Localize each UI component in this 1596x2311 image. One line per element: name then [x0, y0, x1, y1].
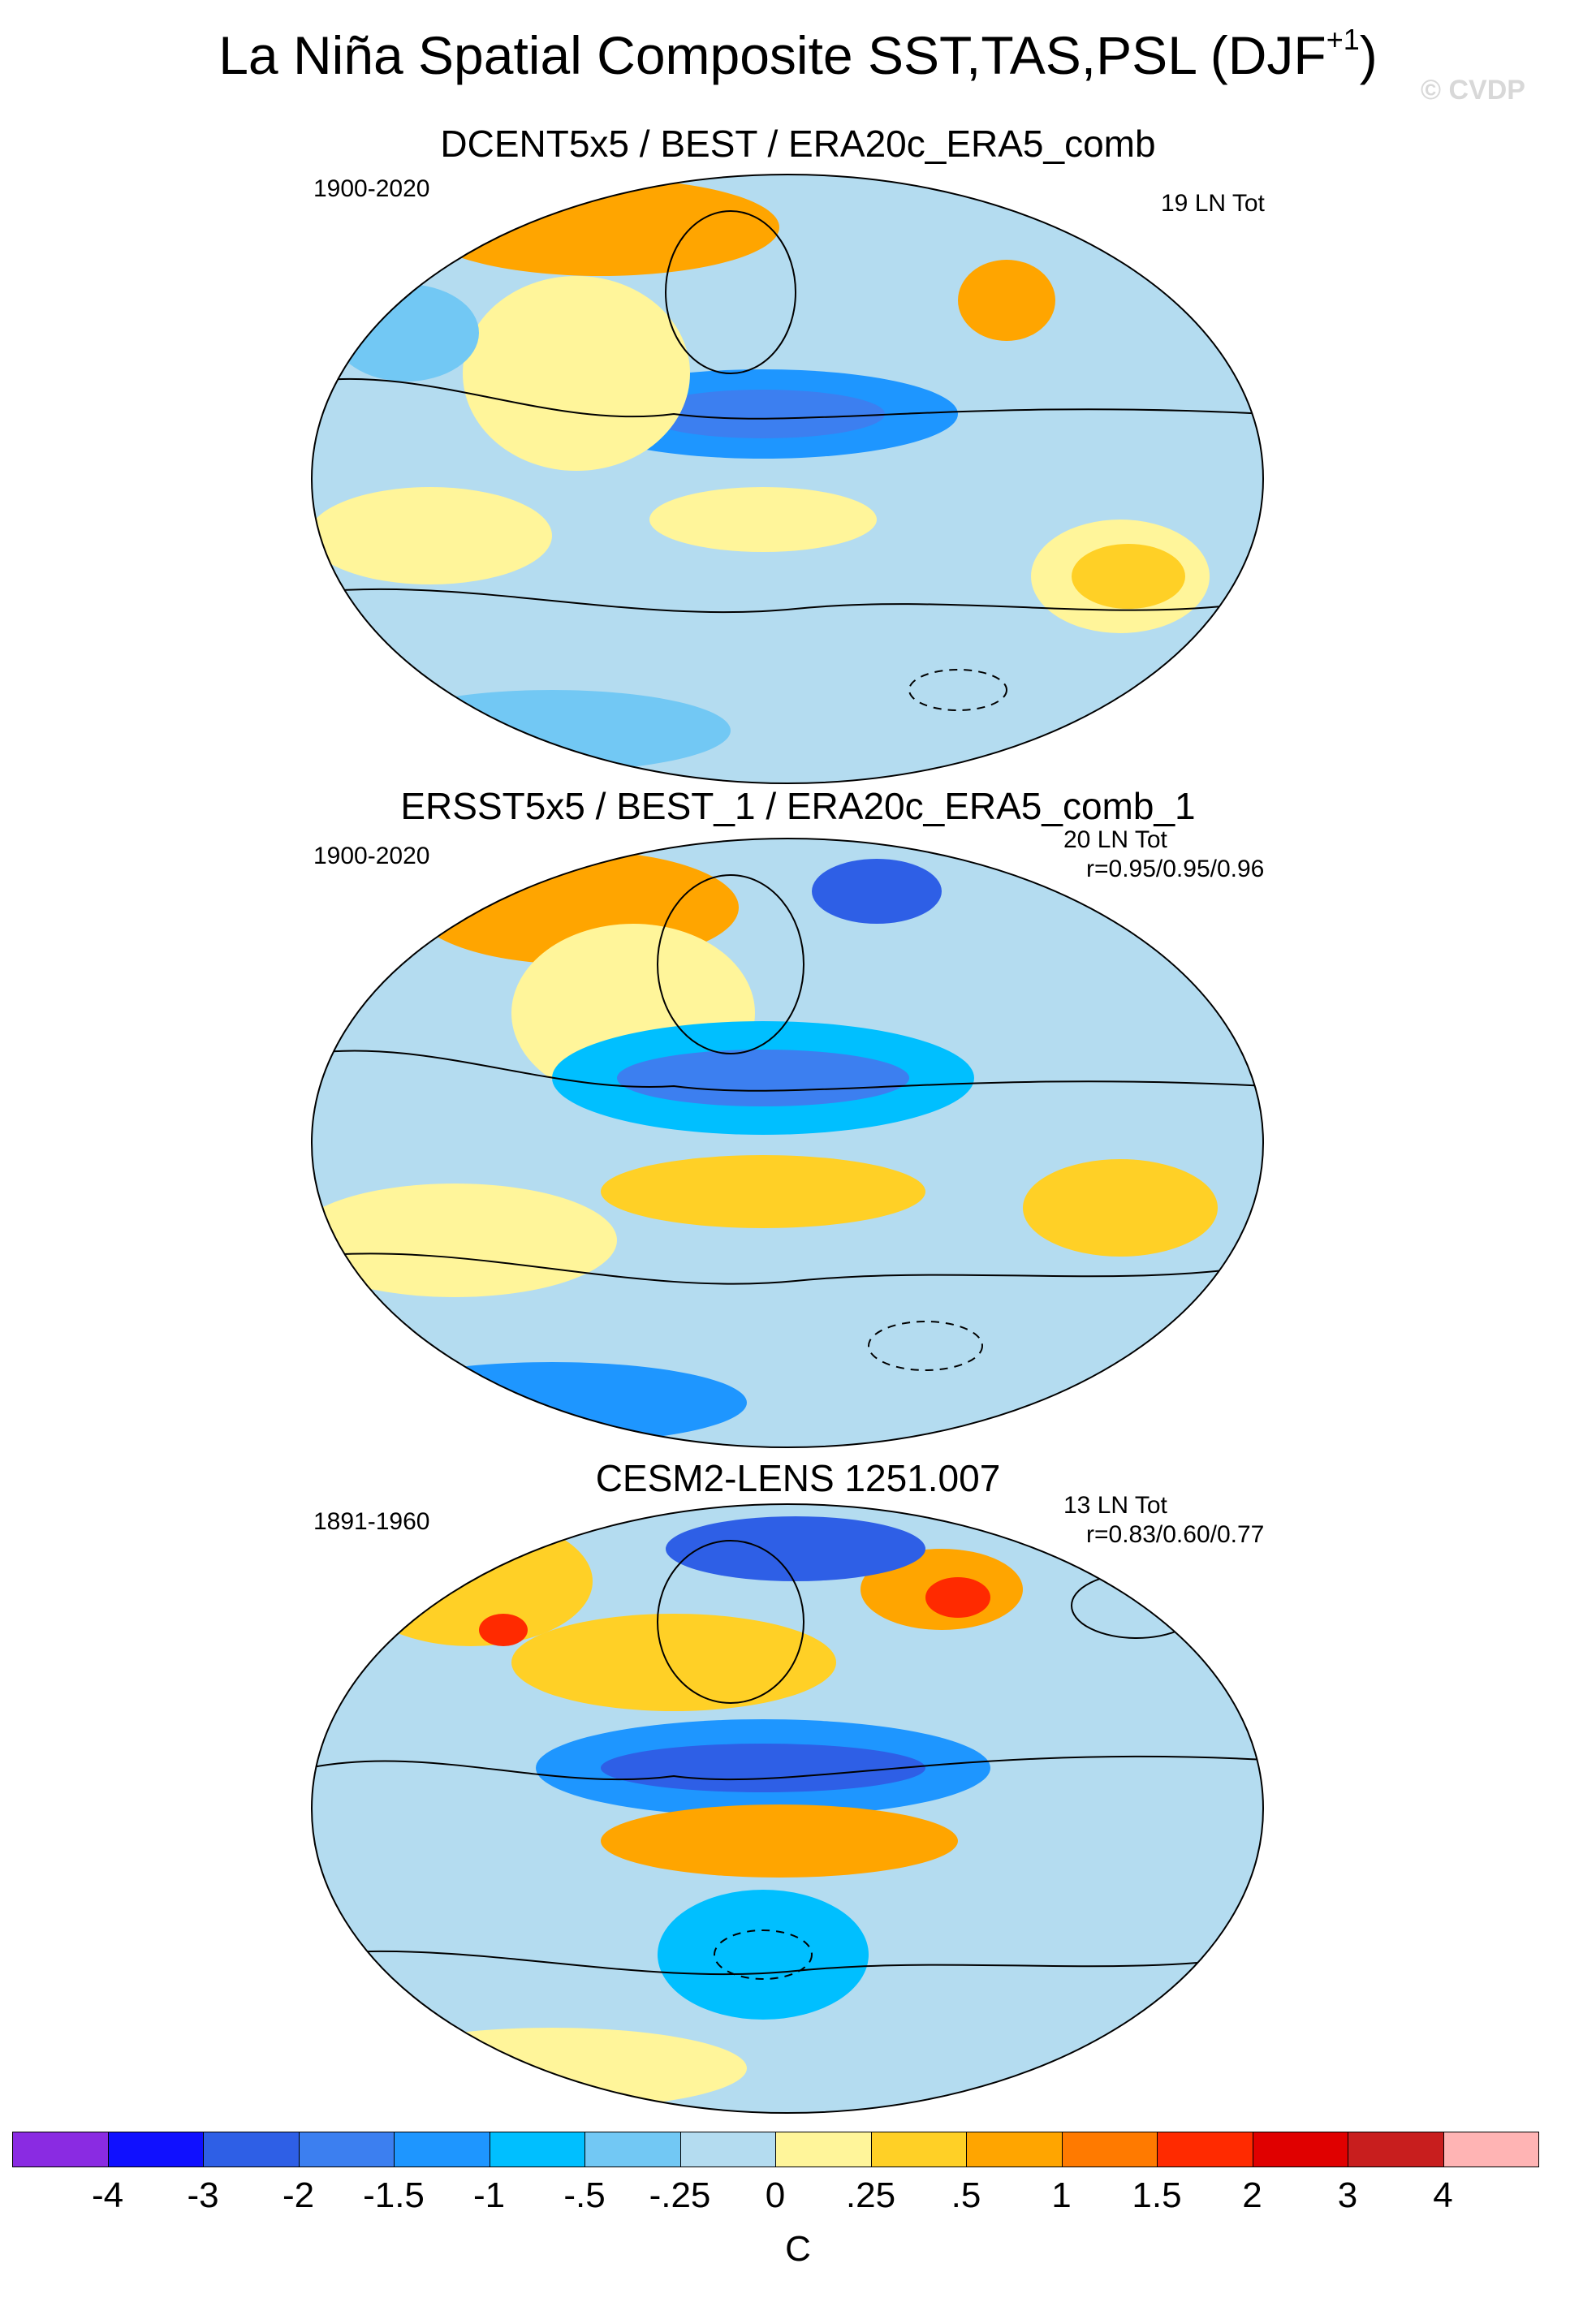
colorbar-tick-label: .5 [951, 2175, 981, 2215]
colorbar-swatch [1443, 2132, 1539, 2167]
colorbar-tick-label: -2 [282, 2175, 315, 2215]
colorbar-swatch [1157, 2132, 1253, 2167]
warm-anomaly-southern-ocean [357, 2028, 747, 2109]
warm-anomaly-south-atlantic [1023, 1159, 1218, 1257]
panel-1-count: 19 LN Tot [1161, 190, 1265, 217]
figure-title: La Niña Spatial Composite SST,TAS,PSL (D… [218, 23, 1378, 86]
map-border [311, 174, 1264, 784]
cold-anomaly-southern-ocean [373, 690, 731, 771]
colorbar-swatch [489, 2132, 585, 2167]
panel-2-count: 20 LN Tot [1063, 826, 1167, 853]
cold-anomaly-alaska [666, 1516, 925, 1581]
cold-core-equatorial-pacific [641, 390, 885, 438]
warm-anomaly-north-pacific [511, 1614, 836, 1711]
colorbar [12, 2132, 1539, 2169]
cold-anomaly-south-pacific [658, 1890, 869, 2020]
psl-contour-negative [868, 1321, 983, 1371]
warm-anomaly-south-indian [312, 487, 552, 584]
warm-anomaly-west-pacific [463, 276, 690, 471]
map-border [311, 838, 1264, 1448]
colorbar-swatch [584, 2132, 681, 2167]
ocean-base-fill [312, 175, 1263, 783]
colorbar-swatch [107, 2132, 204, 2167]
psl-contour [312, 588, 1263, 614]
colorbar-units: C [785, 2229, 811, 2269]
colorbar-swatch [1252, 2132, 1348, 2167]
colorbar-tick-label: 3 [1337, 2175, 1358, 2215]
psl-contour [312, 1755, 1263, 1781]
cold-anomaly-alaska [812, 859, 942, 924]
colorbar-swatch [203, 2132, 300, 2167]
panel-2-map [311, 838, 1264, 1448]
psl-contour [312, 1950, 1263, 1976]
panel-3-period: 1891-1960 [313, 1508, 430, 1535]
psl-contour [312, 1050, 1263, 1092]
cold-anomaly-southern-ocean [357, 1362, 747, 1443]
colorbar-tick-label: -4 [91, 2175, 124, 2215]
psl-contour-negative [714, 1929, 813, 1980]
colorbar-tick-label: 1.5 [1132, 2175, 1182, 2215]
cold-core-equatorial-pacific [601, 1744, 925, 1792]
colorbar-swatch [394, 2132, 490, 2167]
warm-band-south-pacific [649, 487, 877, 552]
warm-band-south-pacific [601, 1155, 925, 1228]
psl-contour [312, 377, 1263, 420]
warm-band-south-pacific [601, 1804, 958, 1878]
colorbar-swatch [966, 2132, 1063, 2167]
panel-2-period: 1900-2020 [313, 843, 430, 869]
panel-3-count: 13 LN Tot [1063, 1492, 1167, 1519]
cold-anomaly-eurasia [333, 284, 479, 382]
warm-core-north-america [925, 1577, 990, 1618]
colorbar-swatch [775, 2132, 872, 2167]
panel-3-map [311, 1503, 1264, 2114]
colorbar-tick-label: -3 [187, 2175, 219, 2215]
colorbar-swatch [679, 2132, 776, 2167]
colorbar-tick-label: 2 [1242, 2175, 1262, 2215]
colorbar-tick-label: -.5 [563, 2175, 606, 2215]
panel-1-period: 1900-2020 [313, 175, 430, 202]
colorbar-swatch [870, 2132, 967, 2167]
psl-contour-aleutian [657, 1540, 804, 1704]
psl-contour [312, 1253, 1263, 1285]
warm-core-south-atlantic [1072, 544, 1185, 609]
panel-1-title: DCENT5x5 / BEST / ERA20c_ERA5_comb [440, 123, 1156, 165]
cold-core-equatorial-pacific [617, 1050, 909, 1106]
colorbar-swatch [1348, 2132, 1444, 2167]
colorbar-tick-label: -1 [472, 2175, 506, 2215]
warm-anomaly-north-pacific [422, 179, 779, 276]
warm-anomaly-south-indian [312, 1184, 617, 1297]
colorbar-tick-label: -.25 [649, 2175, 711, 2215]
colorbar-tick-label: -1.5 [363, 2175, 425, 2215]
colorbar-tick-label: .25 [845, 2175, 896, 2215]
panel-3-title: CESM2-LENS 1251.007 [595, 1457, 1001, 1499]
colorbar-swatch [298, 2132, 395, 2167]
panel-2-title: ERSST5x5 / BEST_1 / ERA20c_ERA5_comb_1 [400, 785, 1196, 827]
panel-2-correlation: r=0.95/0.95/0.96 [1086, 856, 1265, 882]
colorbar-tick-label: 0 [765, 2175, 786, 2215]
cvdp-watermark: © CVDP [1421, 75, 1525, 106]
colorbar-swatch [12, 2132, 109, 2167]
warm-core-asia [479, 1614, 528, 1646]
map-border [311, 1503, 1264, 2114]
warm-anomaly-north-america [958, 260, 1055, 341]
panel-1-map [311, 174, 1264, 784]
psl-contour-negative [908, 669, 1007, 711]
panel-3-correlation: r=0.83/0.60/0.77 [1086, 1521, 1265, 1548]
colorbar-tick-label: 1 [1051, 2175, 1072, 2215]
colorbar-tick-label: 4 [1433, 2175, 1453, 2215]
psl-contour-aleutian [657, 874, 804, 1054]
psl-contour-aleutian [665, 210, 796, 374]
colorbar-swatch [1061, 2132, 1158, 2167]
